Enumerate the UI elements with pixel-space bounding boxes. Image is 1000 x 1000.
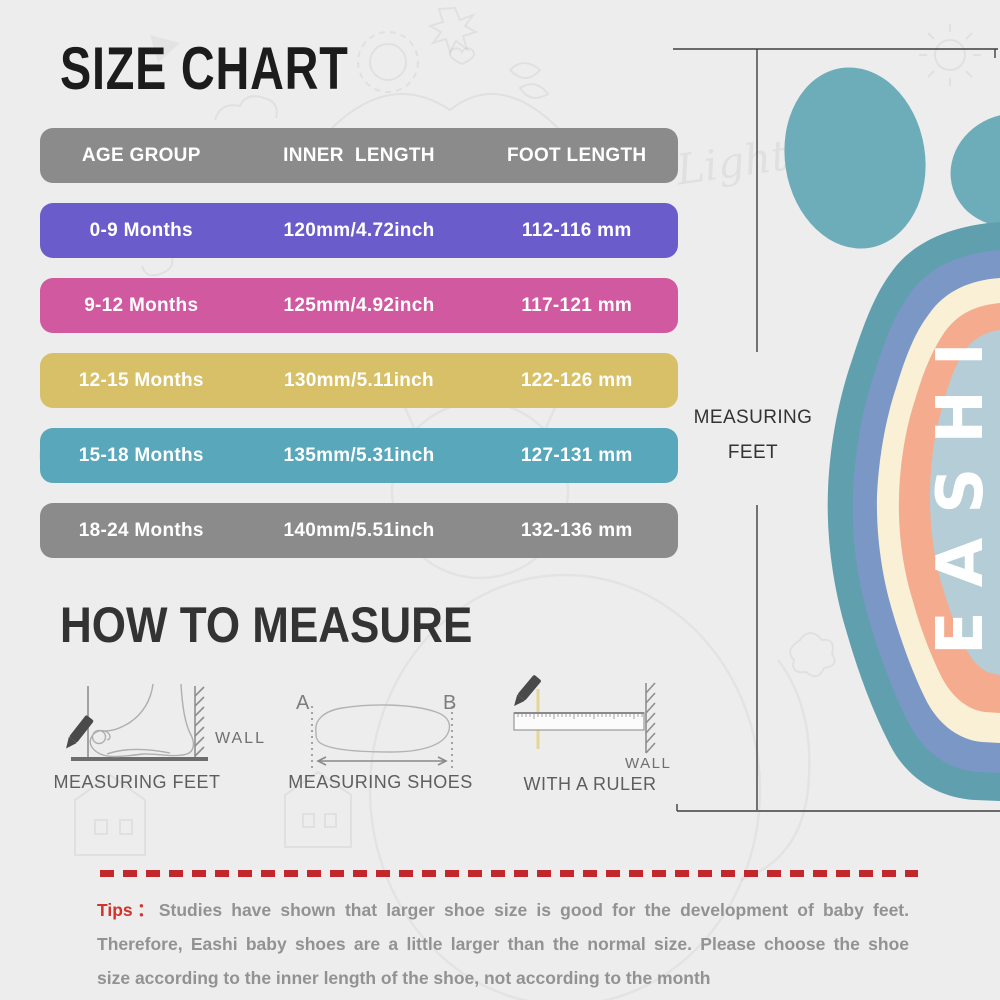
tips-line-1: Studies have shown that larger shoe size… (158, 900, 909, 920)
dimension-lines (673, 48, 1000, 812)
wall-label: WALL (625, 755, 671, 772)
doodle-triangle-icon (150, 35, 180, 63)
doodle-flower-icon (789, 632, 836, 678)
column-header-age-group: AGE GROUP (81, 144, 201, 166)
foot-second-toe (950, 113, 1000, 227)
doodle-mountain-icon (329, 93, 561, 131)
doodle-cloud-icon (214, 95, 278, 121)
point-a-label: A (296, 692, 310, 714)
inner-length-cell: 120mm/4.72inch (283, 219, 435, 241)
age-group-cell: 0-9 Months (89, 219, 193, 241)
measuring-feet-figure: WALL MEASURING FEET (53, 676, 315, 792)
size-table: AGE GROUP INNER LENGTH FOOT LENGTH 0-9 M… (40, 128, 678, 578)
inner-length-cell: 135mm/5.31inch (283, 444, 435, 466)
point-b-label: B (443, 692, 456, 714)
table-row: 12-15 Months 130mm/5.11inch 122-126 mm (40, 353, 678, 408)
column-header-foot-length: FOOT LENGTH (506, 144, 647, 166)
foot-length-cell: 117-121 mm (521, 294, 633, 316)
foot-big-toe (784, 67, 926, 249)
measuring-shoes-figure: A B MEASURING SHOES (288, 676, 473, 792)
doodle-flower-icon (369, 43, 407, 81)
age-group-cell: 18-24 Months (78, 519, 204, 541)
age-group-cell: 12-15 Months (78, 369, 204, 391)
footprint-diagram (673, 48, 1000, 812)
length-arrow-icon (316, 756, 448, 766)
foot-outline-icon (89, 683, 195, 758)
tips-block: Tips：Studies have shown that larger shoe… (97, 893, 909, 995)
how-to-measure-title: HOW TO MEASURE (60, 597, 473, 653)
foot-length-cell: 122-126 mm (520, 369, 633, 391)
pencil-icon (514, 675, 541, 707)
wall-icon (194, 686, 205, 757)
page-title: SIZE CHART (60, 35, 349, 102)
tips-line-3: size according to the inner length of th… (97, 968, 711, 988)
foot-length-cell: 127-131 mm (520, 444, 633, 466)
table-row: 15-18 Months 135mm/5.31inch 127-131 mm (40, 428, 678, 483)
inner-length-cell: 140mm/5.51inch (283, 519, 435, 541)
measuring-feet-dimension-label: MEASURING FEET (693, 407, 813, 463)
pencil-icon (66, 715, 94, 749)
table-row: 18-24 Months 140mm/5.51inch 132-136 mm (40, 503, 678, 558)
doodle-heart-icon (448, 47, 476, 66)
inner-length-cell: 125mm/4.92inch (283, 294, 435, 316)
table-header-row: AGE GROUP INNER LENGTH FOOT LENGTH (40, 128, 678, 183)
doodle-house-icon (284, 770, 352, 848)
doodle-house-icon (74, 773, 146, 856)
age-group-cell: 9-12 Months (84, 294, 199, 316)
with-a-ruler-caption: WITH A RULER (523, 774, 657, 794)
tips-line-2: Therefore, Eashi baby shoes are a little… (97, 934, 909, 954)
foot-inner (930, 330, 1000, 675)
column-header-inner-length: INNER LENGTH (283, 144, 435, 166)
brand-logo-vertical: EASHI (924, 318, 998, 655)
wall-icon (645, 682, 656, 754)
inner-length-cell: 130mm/5.11inch (284, 369, 434, 391)
measuring-shoes-caption: MEASURING SHOES (288, 772, 473, 792)
table-row: 9-12 Months 125mm/4.92inch 117-121 mm (40, 278, 678, 333)
doodle-leaf-icon (508, 62, 550, 99)
wall-label: WALL (215, 730, 266, 747)
dashed-divider (100, 870, 918, 877)
shoe-sole-outline-icon (315, 704, 451, 753)
with-a-ruler-figure: WALL WITH A RULER (498, 665, 673, 794)
foot-length-cell: 112-116 mm (521, 219, 632, 241)
doodle-star-icon (427, 6, 479, 55)
age-group-cell: 15-18 Months (78, 444, 204, 466)
tips-label: Tips： (97, 900, 159, 920)
doodle-sun-icon (934, 39, 966, 71)
foot-length-cell: 132-136 mm (520, 519, 633, 541)
ruler-icon (513, 712, 645, 731)
measuring-feet-caption: MEASURING FEET (53, 772, 221, 792)
table-row: 0-9 Months 120mm/4.72inch 112-116 mm (40, 203, 678, 258)
